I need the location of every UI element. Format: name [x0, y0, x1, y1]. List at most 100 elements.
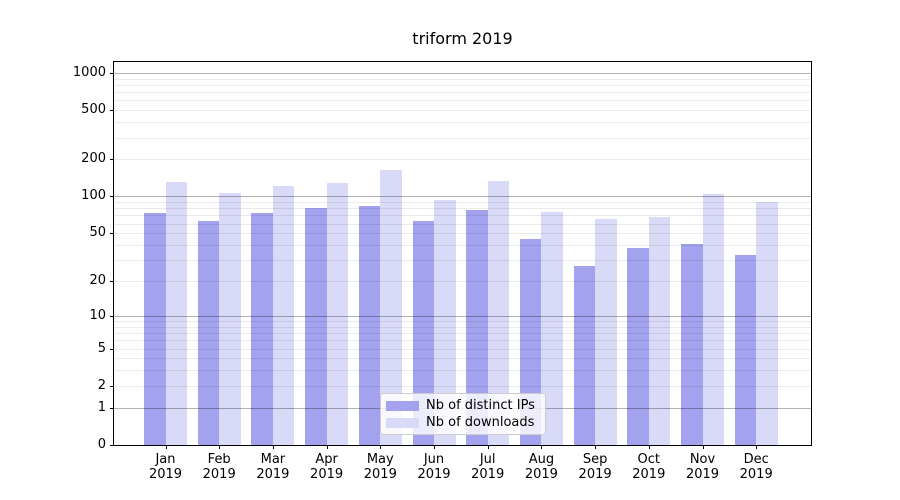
bar-jun-downloads [434, 200, 456, 445]
x-tick-label: Nov 2019 [685, 452, 720, 482]
y-tick-label: 50 [89, 225, 106, 241]
minor-gridline [114, 110, 811, 112]
bar-may-downloads [380, 169, 402, 445]
minor-gridline [114, 321, 811, 322]
y-tick-label: 0 [97, 437, 106, 452]
x-tick-mark [541, 445, 543, 449]
x-tick-mark [219, 445, 221, 449]
major-gridline [114, 72, 811, 74]
y-tick-label: 2 [97, 377, 106, 393]
minor-gridline [114, 208, 811, 210]
minor-gridline [114, 215, 811, 217]
x-tick-label: Oct 2019 [632, 452, 666, 482]
y-tick-mark [110, 385, 114, 387]
y-tick-label: 20 [89, 273, 106, 289]
bar-jun-distinct-ips [412, 221, 434, 445]
x-tick-label: Feb 2019 [202, 452, 236, 482]
y-tick-mark [110, 159, 114, 161]
major-gridline [114, 196, 811, 198]
x-tick-mark [595, 445, 597, 449]
major-gridline [114, 315, 811, 317]
minor-gridline [114, 260, 811, 262]
minor-gridline [114, 281, 811, 283]
x-tick-mark [648, 445, 650, 449]
minor-gridline [114, 333, 811, 335]
legend-label: Nb of downloads [426, 415, 535, 430]
plot-area [114, 62, 811, 445]
bar-apr-distinct-ips [305, 208, 327, 445]
minor-gridline [114, 370, 811, 372]
x-tick-label: Jul 2019 [471, 452, 505, 482]
bar-dec-distinct-ips [734, 255, 757, 445]
bar-feb-downloads [219, 193, 241, 445]
bar-apr-downloads [326, 182, 349, 445]
chart-title: triform 2019 [412, 29, 513, 48]
bar-jan-downloads [165, 181, 187, 445]
bar-jul-distinct-ips [466, 210, 488, 445]
bar-nov-distinct-ips [681, 243, 703, 445]
bar-aug-downloads [541, 211, 563, 445]
bar-dec-downloads [756, 202, 778, 445]
legend: Nb of distinct IPs Nb of downloads [380, 393, 546, 435]
x-tick-label: Jun 2019 [417, 452, 451, 482]
legend-label: Nb of distinct IPs [426, 398, 535, 413]
y-tick-mark [110, 72, 114, 74]
minor-gridline [114, 137, 811, 139]
y-tick-label: 1 [97, 399, 106, 415]
y-tick-mark [110, 445, 114, 446]
y-tick-mark [110, 407, 114, 409]
x-tick-label: Mar 2019 [256, 452, 290, 482]
minor-gridline [114, 385, 811, 387]
x-tick-label: May 2019 [363, 452, 397, 482]
y-tick-mark [110, 281, 114, 283]
minor-gridline [114, 340, 811, 342]
bar-may-distinct-ips [358, 205, 381, 445]
minor-gridline [114, 100, 811, 102]
bar-mar-downloads [272, 186, 295, 445]
x-tick-mark [326, 445, 328, 449]
bar-jul-downloads [487, 180, 510, 445]
bar-sep-distinct-ips [573, 265, 596, 445]
legend-item: Nb of distinct IPs [386, 398, 539, 414]
y-tick-label: 100 [81, 188, 106, 204]
y-tick-mark [110, 348, 114, 350]
legend-swatch [386, 417, 419, 428]
x-tick-mark [272, 445, 274, 449]
bar-sep-downloads [595, 219, 617, 445]
y-tick-label: 200 [81, 151, 106, 167]
minor-gridline [114, 159, 811, 161]
legend-swatch [386, 400, 419, 411]
x-tick-label: Apr 2019 [310, 452, 344, 482]
y-tick-mark [110, 315, 114, 317]
x-tick-mark [165, 445, 167, 449]
x-tick-mark [702, 445, 704, 449]
x-tick-label: Sep 2019 [578, 452, 612, 482]
minor-gridline [114, 202, 811, 204]
x-tick-label: Jan 2019 [148, 452, 183, 482]
x-tick-mark [434, 445, 435, 449]
bar-jan-distinct-ips [144, 212, 166, 445]
y-tick-label: 1000 [72, 64, 106, 80]
bar-mar-distinct-ips [251, 212, 273, 445]
bar-feb-distinct-ips [197, 221, 220, 445]
x-tick-label: Aug 2019 [524, 452, 558, 482]
y-tick-label: 10 [89, 307, 106, 323]
y-tick-mark [110, 110, 114, 112]
minor-gridline [114, 233, 811, 235]
y-tick-label: 5 [97, 340, 106, 356]
y-tick-mark [110, 233, 114, 235]
legend-item: Nb of downloads [386, 415, 539, 431]
x-tick-mark [487, 445, 489, 449]
bar-oct-distinct-ips [627, 247, 649, 445]
minor-gridline [114, 358, 811, 360]
x-tick-label: Dec 2019 [739, 452, 773, 482]
minor-gridline [114, 122, 811, 124]
bar-oct-downloads [648, 216, 671, 445]
x-tick-mark [756, 445, 758, 449]
y-tick-mark [110, 196, 114, 198]
minor-gridline [114, 78, 811, 80]
bar-nov-downloads [702, 194, 724, 445]
minor-gridline [114, 84, 811, 86]
minor-gridline [114, 92, 811, 94]
